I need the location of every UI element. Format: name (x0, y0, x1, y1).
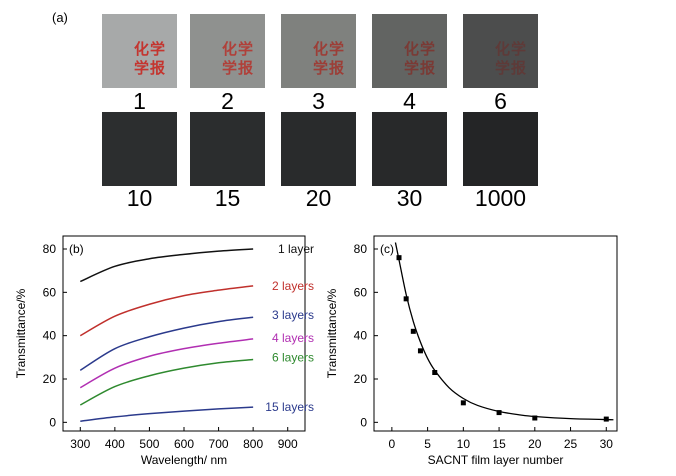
x-tick-label: 5 (424, 437, 431, 451)
watermark-text: 化学 学报 (495, 40, 528, 77)
y-tick-label: 40 (43, 329, 57, 343)
sample-tile: 化学 学报 (372, 14, 447, 88)
sample-tile: 化学 学报 (463, 14, 538, 88)
series-line (79, 248, 254, 283)
data-point (403, 296, 409, 302)
x-tick-label: 0 (389, 437, 396, 451)
series-line (80, 406, 254, 422)
sample-tile (463, 112, 538, 186)
fit-curve (394, 242, 614, 421)
series-label: 2 layers (272, 279, 314, 293)
x-tick-label: 25 (564, 437, 578, 451)
sample-tile (281, 112, 356, 186)
tile-layer-label: 30 (396, 185, 423, 211)
sample-tile (190, 112, 265, 186)
data-point (532, 415, 538, 421)
y-tick-label: 20 (354, 372, 368, 386)
sample-tile: 化学 学报 (102, 14, 177, 88)
tile-layer-label: 4 (403, 88, 416, 114)
x-tick-label: 300 (70, 437, 90, 451)
series-label: 6 layers (272, 350, 314, 364)
y-axis-label: Transmittance/% (14, 288, 28, 378)
plot-frame (373, 235, 618, 432)
watermark-text: 化学 学报 (134, 40, 167, 77)
y-tick-label: 80 (43, 242, 57, 256)
y-tick-label: 60 (43, 285, 57, 299)
y-tick-label: 0 (49, 415, 56, 429)
tile-layer-label: 1 (133, 88, 146, 114)
x-tick-label: 600 (174, 437, 194, 451)
x-tick-label: 700 (209, 437, 229, 451)
data-point (410, 328, 416, 334)
y-tick-label: 60 (354, 285, 368, 299)
data-point (460, 400, 466, 406)
x-tick-label: 800 (243, 437, 263, 451)
panel-a-label: (a) (52, 10, 68, 25)
tile-layer-label: 3 (312, 88, 325, 114)
sample-tile: 化学 学报 (281, 14, 356, 88)
watermark-text: 化学 学报 (222, 40, 255, 77)
sample-tile: 化学 学报 (190, 14, 265, 88)
y-axis-label: Transmittance/% (325, 288, 339, 378)
x-axis-label: SACNT film layer number (428, 453, 564, 467)
tile-layer-label: 15 (214, 185, 241, 211)
x-tick-label: 500 (139, 437, 159, 451)
panel-label: (b) (69, 242, 84, 256)
tile-layer-label: 1000 (474, 185, 527, 211)
series-label: 1 layer (278, 242, 314, 256)
tile-layer-label: 10 (126, 185, 153, 211)
y-tick-label: 20 (43, 372, 57, 386)
x-tick-label: 400 (105, 437, 125, 451)
y-tick-label: 0 (360, 415, 367, 429)
data-point (396, 255, 402, 261)
series-line (79, 316, 254, 371)
data-point (432, 370, 438, 375)
data-point (496, 410, 502, 416)
x-tick-label: 900 (278, 437, 298, 451)
y-tick-label: 80 (354, 242, 368, 256)
y-tick-label: 40 (354, 329, 368, 343)
series-line (79, 285, 254, 337)
x-tick-label: 15 (492, 437, 506, 451)
x-tick-label: 20 (528, 437, 542, 451)
tile-layer-label: 2 (221, 88, 234, 114)
data-point (603, 416, 609, 422)
series-label: 15 layers (265, 400, 314, 414)
watermark-text: 化学 学报 (313, 40, 346, 77)
series-line (79, 358, 254, 406)
sample-tile (102, 112, 177, 186)
tile-layer-label: 20 (305, 185, 332, 211)
series-label: 3 layers (272, 308, 314, 322)
series-line (79, 338, 254, 389)
tile-layer-label: 6 (494, 88, 507, 114)
watermark-text: 化学 学报 (404, 40, 437, 77)
x-tick-label: 10 (457, 437, 471, 451)
x-axis-label: Wavelength/ nm (141, 453, 227, 467)
panel-label: (c) (380, 242, 394, 256)
series-label: 4 layers (272, 331, 314, 345)
sample-tile (372, 112, 447, 186)
x-tick-label: 30 (600, 437, 614, 451)
data-point (417, 348, 423, 354)
